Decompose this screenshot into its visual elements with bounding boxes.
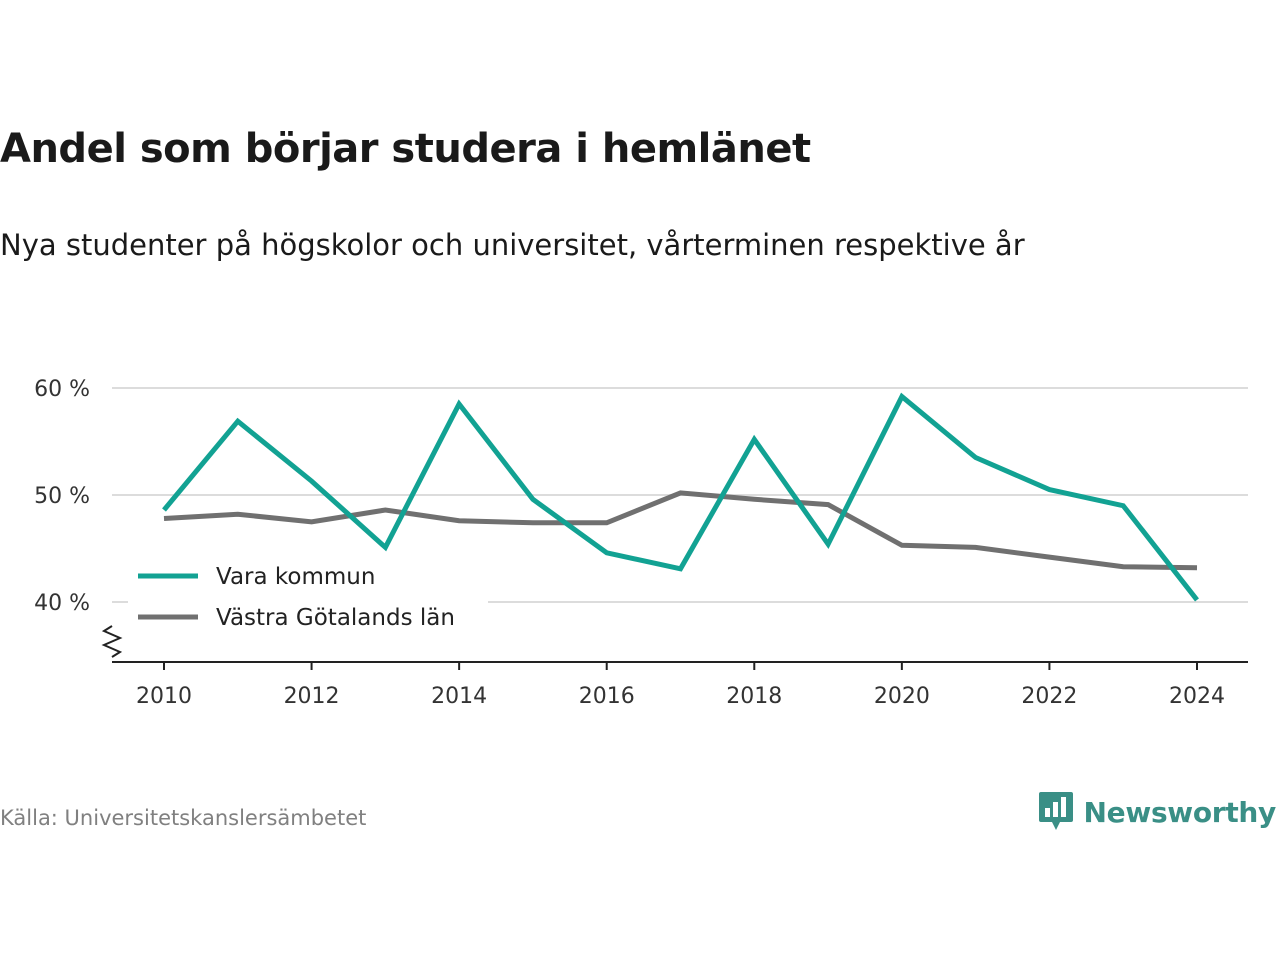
x-tick-label: 2022 (1021, 684, 1077, 709)
brand-logo: Newsworthy (1038, 790, 1276, 834)
y-axis-ticks: 40 % 50 % 60 % (34, 377, 90, 616)
x-tick-label: 2010 (136, 684, 192, 709)
axis-break-marker (101, 625, 123, 658)
x-tick-label: 2012 (284, 684, 340, 709)
brand-name: Newsworthy (1083, 795, 1277, 829)
legend-background (128, 558, 488, 638)
legend-label: Västra Götalands län (216, 605, 455, 631)
line-chart: 40 % 50 % 60 % 2010 2012 2014 2016 2018 2020 202… (34, 377, 1248, 709)
x-tick-label: 2016 (579, 684, 635, 709)
legend: Vara kommun Västra Götalands län (128, 558, 488, 638)
x-tick-label: 2024 (1169, 684, 1225, 709)
x-axis: 2010 2012 2014 2016 2018 2020 2022 2024 (101, 625, 1248, 709)
x-tick-label: 2018 (726, 684, 782, 709)
legend-label: Vara kommun (216, 564, 375, 590)
series-lines (162, 392, 1199, 602)
series-line-vara-kommun (162, 392, 1199, 602)
chart-title: Andel som börjar studera i hemlänet (0, 126, 811, 172)
y-tick-label: 40 % (34, 591, 90, 616)
source-note: Källa: Universitetskanslersämbetet (0, 806, 367, 830)
x-tick-label: 2014 (431, 684, 487, 709)
x-tick-label: 2020 (874, 684, 930, 709)
y-tick-label: 50 % (34, 484, 90, 509)
series-line-västra-götalands-län (163, 490, 1198, 571)
y-tick-label: 60 % (34, 377, 90, 402)
chart-subtitle: Nya studenter på högskolor och universit… (0, 228, 1025, 262)
newsworthy-logo-icon (1038, 792, 1073, 830)
